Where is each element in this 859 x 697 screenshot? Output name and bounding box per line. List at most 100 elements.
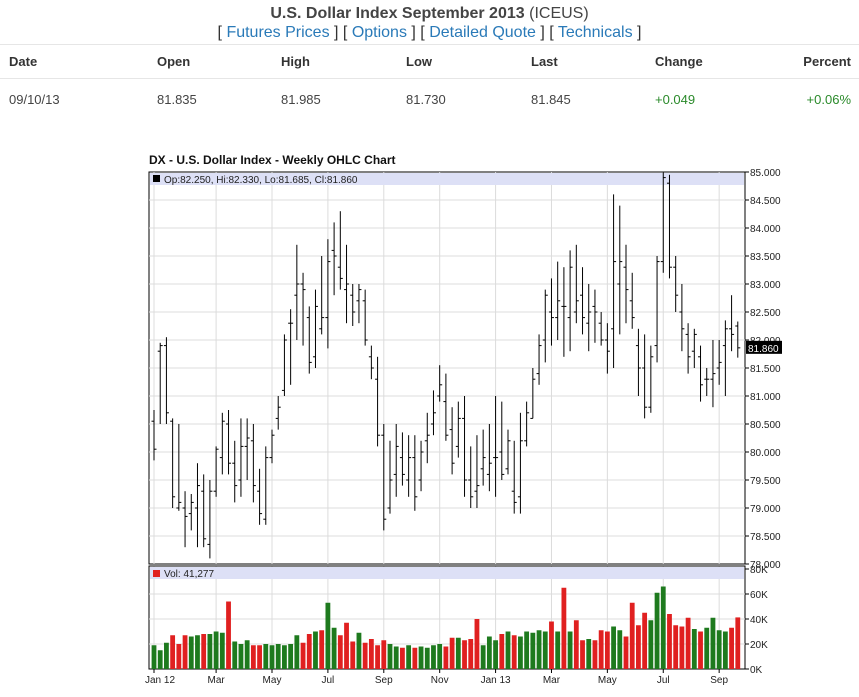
volume-bar (319, 630, 325, 669)
ohlc-chart[interactable]: DX - U.S. Dollar Index - Weekly OHLC Cha… (0, 150, 859, 697)
price-tick-label: 83.500 (750, 252, 781, 263)
volume-bar (356, 632, 362, 669)
volume-bar (524, 631, 530, 669)
volume-bar (518, 636, 523, 669)
price-tick-label: 80.500 (750, 420, 781, 431)
volume-bar (499, 634, 505, 669)
volume-bar (667, 614, 672, 669)
volume-bar (486, 636, 492, 669)
futures-prices-link[interactable]: Futures Prices (226, 24, 330, 41)
volume-bar (462, 640, 467, 669)
volume-bar (561, 587, 567, 669)
volume-bar (337, 635, 343, 669)
volume-bar (313, 631, 318, 669)
price-tick-label: 82.500 (750, 308, 781, 319)
volume-legend: Vol: 41,277 (164, 569, 214, 580)
price-tick-label: 84.500 (750, 196, 781, 207)
price-tick-label: 79.500 (750, 476, 781, 487)
date-tick-label: Mar (207, 675, 225, 686)
volume-bar (201, 634, 207, 669)
volume-bar (226, 601, 231, 669)
price-tick-label: 78.000 (750, 560, 781, 571)
volume-bar (238, 644, 244, 669)
volume-legend-band (150, 567, 744, 579)
price-tick-label: 81.000 (750, 392, 781, 403)
volume-bar (660, 586, 666, 669)
volume-bar (449, 637, 455, 669)
cell-percent: +0.06% (806, 91, 851, 107)
volume-bar (555, 631, 561, 669)
volume-bar (387, 644, 393, 669)
volume-legend-marker (153, 570, 160, 577)
volume-bar (474, 619, 480, 669)
volume-bar (344, 622, 349, 669)
price-tick-label: 85.000 (750, 168, 781, 179)
volume-bar (219, 632, 225, 669)
volume-bar (325, 602, 331, 669)
volume-bar (722, 631, 728, 669)
volume-bar (623, 636, 629, 669)
date-tick-label: Jan 12 (145, 675, 175, 686)
price-tick-label: 79.000 (750, 504, 781, 515)
date-tick-label: May (263, 675, 282, 686)
volume-bar (611, 626, 616, 669)
volume-bar (431, 645, 436, 669)
detailed-quote-link[interactable]: Detailed Quote (429, 24, 536, 41)
volume-bar (493, 640, 498, 669)
volume-bar (691, 629, 697, 669)
volume-bar (549, 621, 554, 669)
price-tick-label: 80.000 (750, 448, 781, 459)
options-link[interactable]: Options (351, 24, 407, 41)
volume-bar (412, 647, 418, 669)
date-tick-label: Jan 13 (481, 675, 511, 686)
cell-date: 09/10/13 (9, 91, 60, 107)
chart-svg[interactable]: DX - U.S. Dollar Index - Weekly OHLC Cha… (0, 150, 859, 697)
col-high: High (281, 44, 406, 79)
cell-low: 81.730 (406, 91, 446, 107)
volume-bar (729, 627, 734, 669)
volume-bar (567, 631, 573, 669)
volume-bar (573, 620, 579, 669)
price-tick-label: 83.000 (750, 280, 781, 291)
price-legend-band (150, 173, 744, 185)
col-last: Last (531, 44, 655, 79)
date-tick-label: May (598, 675, 617, 686)
volume-bar (455, 637, 461, 669)
price-tick-label: 84.000 (750, 224, 781, 235)
volume-bar (257, 645, 262, 669)
volume-tick-label: 60K (750, 590, 768, 601)
price-tick-label: 78.500 (750, 532, 781, 543)
volume-tick-label: 20K (750, 640, 768, 651)
contract-symbol: (ICEUS) (529, 5, 589, 22)
volume-tick-label: 0K (750, 665, 763, 676)
volume-bar (306, 634, 312, 669)
volume-bar (418, 646, 424, 669)
volume-bar (536, 630, 542, 669)
volume-bar (586, 639, 592, 669)
volume-bar (207, 634, 213, 669)
volume-bar (735, 617, 741, 669)
cell-change: +0.049 (655, 91, 696, 107)
volume-bar (704, 627, 710, 669)
col-date: Date (0, 44, 157, 79)
technicals-link[interactable]: Technicals (557, 24, 633, 41)
volume-bar (580, 640, 585, 669)
volume-bar (250, 645, 256, 669)
volume-bar (157, 650, 163, 669)
cell-last: 81.845 (531, 91, 571, 107)
volume-bar (629, 602, 635, 669)
volume-bar (176, 644, 182, 669)
quote-header-row: Date Open High Low Last Change Percent (0, 44, 859, 79)
volume-bar (443, 646, 449, 669)
volume-bar (698, 631, 703, 669)
volume-bar (604, 631, 610, 669)
date-tick-label: Jul (321, 675, 334, 686)
last-price-box (746, 340, 782, 354)
volume-bar (182, 635, 188, 669)
volume-bar (393, 646, 399, 669)
volume-bar (375, 645, 380, 669)
contract-title: U.S. Dollar Index September 2013 (270, 5, 525, 22)
volume-bar (164, 642, 169, 669)
date-tick-label: Mar (543, 675, 561, 686)
volume-bar (617, 630, 623, 669)
